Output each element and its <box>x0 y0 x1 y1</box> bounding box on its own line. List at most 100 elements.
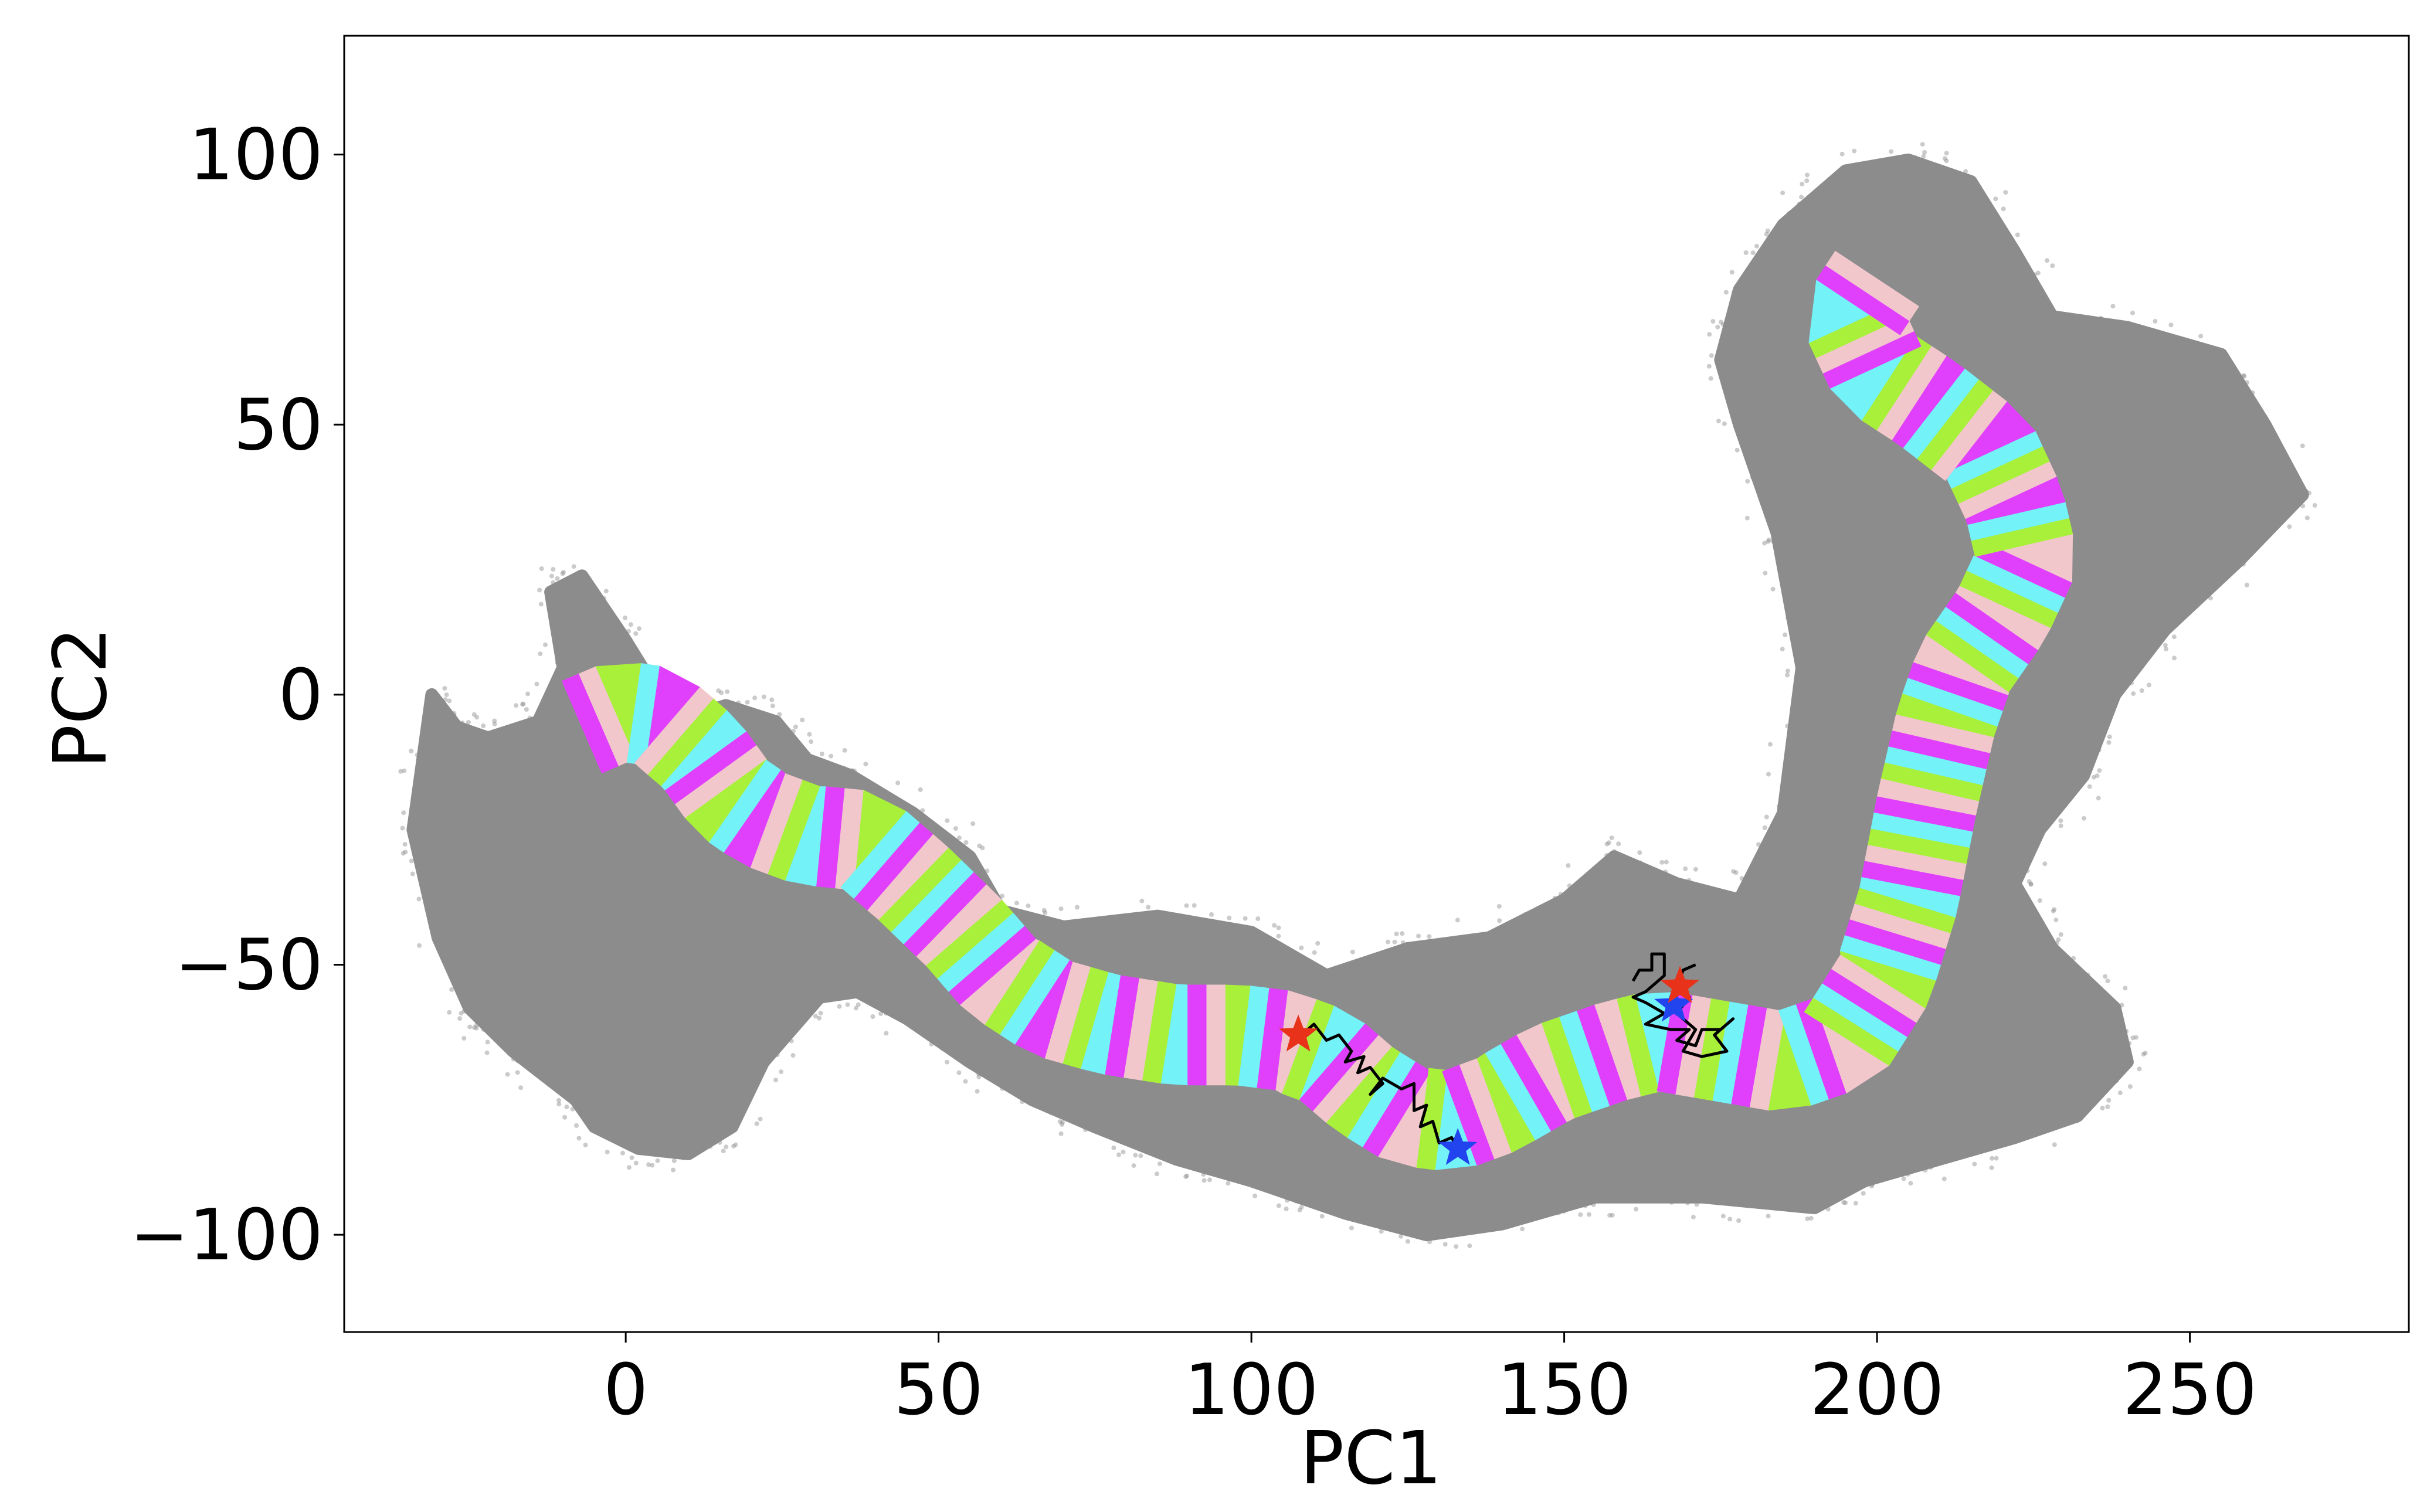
sampled-point <box>2007 873 2012 878</box>
sampled-point <box>524 707 529 712</box>
sampled-point <box>415 835 420 840</box>
sampled-point <box>1808 1215 1814 1221</box>
sampled-point <box>2070 337 2075 342</box>
sampled-point <box>505 1072 510 1077</box>
sampled-point <box>1610 1212 1615 1218</box>
sampled-point <box>1612 849 1617 854</box>
sampled-point <box>568 607 573 613</box>
sampled-point <box>2001 206 2006 212</box>
sampled-point <box>1839 151 1845 157</box>
sampled-point <box>1766 539 1771 544</box>
sampled-point <box>1066 929 1071 934</box>
sampled-point <box>1799 684 1804 689</box>
sampled-point <box>1686 878 1692 883</box>
sampled-point <box>605 1150 610 1154</box>
sampled-point <box>947 1047 952 1052</box>
sampled-point <box>1691 1214 1696 1219</box>
sampled-point <box>520 702 525 707</box>
sampled-point <box>605 1131 610 1136</box>
sampled-point <box>1907 1170 1912 1175</box>
y-axis-ticks: 100 50 0 −50 −100 <box>130 115 344 1276</box>
sampled-point <box>1756 842 1761 847</box>
sampled-point <box>956 1070 962 1075</box>
sampled-point <box>1905 1171 1910 1177</box>
sampled-point <box>1584 881 1590 886</box>
sampled-point <box>725 689 730 694</box>
sampled-point <box>809 739 814 745</box>
sampled-point <box>1569 1196 1574 1201</box>
sampled-point <box>2001 245 2006 250</box>
sampled-point <box>2124 663 2130 668</box>
sampled-point <box>1994 1156 1999 1161</box>
sampled-point <box>590 620 595 625</box>
sampled-point <box>1209 918 1214 923</box>
sampled-point <box>485 1039 490 1045</box>
sampled-point <box>1379 967 1384 972</box>
plot-frame <box>343 35 2410 1333</box>
sampled-point <box>1562 1209 1567 1214</box>
sampled-point <box>429 868 435 874</box>
sampled-point <box>1448 1226 1454 1232</box>
sampled-point <box>1352 1211 1357 1217</box>
sampled-point <box>1304 1178 1309 1184</box>
sampled-point <box>2287 524 2292 529</box>
sampled-point <box>1166 912 1172 918</box>
sampled-point <box>426 743 432 749</box>
sampled-point <box>2304 515 2310 521</box>
sampled-point <box>1744 878 1749 884</box>
sampled-point <box>2289 483 2294 488</box>
sampled-point <box>409 858 414 864</box>
sampled-point <box>2007 284 2012 289</box>
sampled-point <box>749 1064 754 1069</box>
sampled-point <box>2143 616 2148 621</box>
sampled-point <box>1439 953 1444 958</box>
sampled-point <box>1921 154 1926 159</box>
sampled-point <box>1845 1191 1850 1196</box>
sampled-point <box>1121 916 1126 921</box>
sampled-point <box>853 1005 858 1011</box>
sampled-point <box>1869 1184 1874 1189</box>
sampled-point <box>1885 157 1890 162</box>
sampled-point <box>2312 503 2317 508</box>
sampled-point <box>1731 869 1736 874</box>
sampled-point <box>2000 1123 2005 1129</box>
sampled-point <box>695 1120 701 1125</box>
sampled-point <box>1017 1082 1022 1088</box>
sampled-point <box>1848 173 1854 178</box>
sampled-point <box>1972 1161 1977 1167</box>
sampled-point <box>856 1002 861 1007</box>
sampled-point <box>779 1069 784 1075</box>
sampled-point <box>2054 1106 2059 1112</box>
sampled-point <box>1198 1166 1203 1171</box>
sampled-point <box>1315 941 1321 946</box>
sampled-point <box>1823 192 1828 198</box>
sampled-point <box>570 1099 575 1104</box>
sampled-point <box>565 1074 571 1079</box>
sampled-point <box>1131 1163 1136 1168</box>
sampled-point <box>562 1115 568 1120</box>
sampled-point <box>542 1068 547 1073</box>
sampled-point <box>1729 300 1734 305</box>
sampled-point <box>429 761 435 766</box>
sampled-point <box>1720 322 1726 327</box>
sampled-point <box>737 713 742 719</box>
sampled-point <box>1116 1152 1121 1157</box>
sampled-point <box>623 615 627 620</box>
sampled-point <box>712 1140 718 1145</box>
sampled-point <box>1990 1156 1995 1161</box>
sampled-point <box>534 713 539 719</box>
sampled-point <box>1685 1200 1690 1205</box>
sampled-point <box>2139 688 2144 693</box>
sampled-point <box>875 786 881 791</box>
sampled-point <box>724 1144 729 1150</box>
sampled-point <box>1699 892 1704 897</box>
sampled-point <box>2015 873 2021 878</box>
sampled-point <box>2027 879 2032 884</box>
sampled-point <box>844 990 850 995</box>
sampled-point <box>1146 905 1151 910</box>
sampled-point <box>2100 1106 2105 1111</box>
sampled-point <box>430 717 436 722</box>
sampled-point <box>2275 519 2280 524</box>
sampled-point <box>842 975 847 980</box>
sampled-point <box>2169 599 2174 604</box>
